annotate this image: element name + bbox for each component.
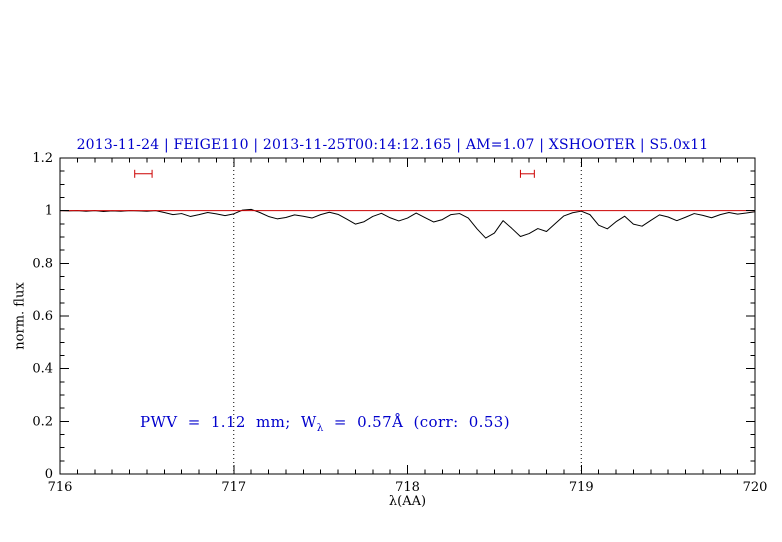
- x-tick-label: 718: [395, 480, 420, 495]
- y-tick-label: 0.6: [32, 309, 53, 324]
- x-axis-label: λ(AA): [388, 494, 427, 509]
- y-tick-label: 0: [45, 467, 53, 482]
- x-tick-label: 716: [48, 480, 73, 495]
- y-tick-label: 0.4: [32, 362, 53, 377]
- y-tick-label: 1: [45, 204, 53, 219]
- y-tick-label: 0.2: [32, 414, 53, 429]
- y-axis-label: norm. flux: [12, 282, 28, 350]
- plot-title: 2013-11-24 | FEIGE110 | 2013-11-25T00:14…: [76, 137, 709, 153]
- pwv-annotation: PWV = 1.12 mm; Wλ = 0.57Å (corr: 0.53): [140, 413, 510, 434]
- annotation-lambda-subscript: λ: [316, 422, 324, 434]
- x-tick-label: 719: [569, 480, 594, 495]
- spectrum-line: [59, 208, 756, 239]
- x-tick-label: 720: [743, 480, 768, 495]
- y-tick-label: 1.2: [32, 151, 53, 166]
- x-tick-label: 717: [221, 480, 246, 495]
- pwv-annotation-prefix: PWV = 1.12 mm; W: [140, 413, 317, 431]
- pwv-annotation-suffix: = 0.57Å (corr: 0.53): [323, 413, 510, 431]
- y-tick-label: 0.8: [32, 256, 53, 271]
